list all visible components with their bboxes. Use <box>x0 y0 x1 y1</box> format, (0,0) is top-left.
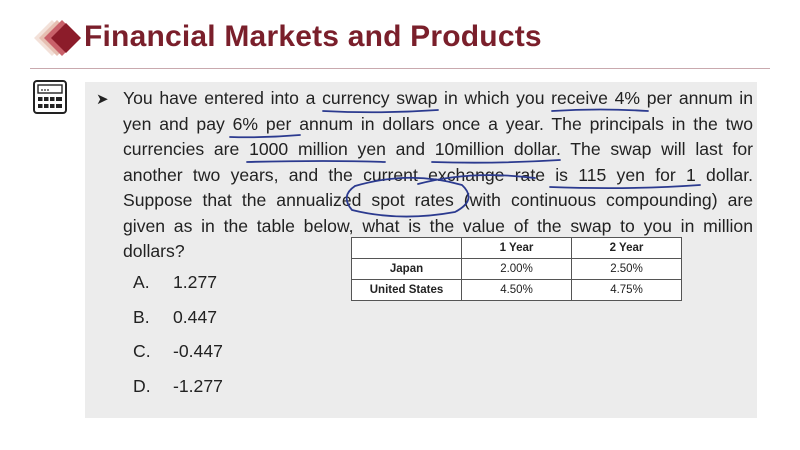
option-letter: C. <box>133 341 151 361</box>
table-corner-cell <box>351 237 462 259</box>
arrow-bullet-icon: ➤ <box>96 91 109 108</box>
table-cell: 2.00% <box>461 258 572 280</box>
option-letter: B. <box>133 306 150 327</box>
table-row: Japan 2.00% 2.50% <box>351 258 682 280</box>
column-header: 1 Year <box>461 237 572 259</box>
row-label: Japan <box>351 258 462 280</box>
page-title: Financial Markets and Products <box>84 20 542 53</box>
row-label: United States <box>351 279 462 301</box>
table-cell: 2.50% <box>571 258 682 280</box>
table-cell: 4.75% <box>571 279 682 301</box>
spot-rate-table: 1 Year 2 Year Japan 2.00% 2.50% United S… <box>351 237 682 301</box>
stacked-diamonds-logo <box>34 20 81 56</box>
option-value: 0.447 <box>173 306 218 327</box>
question-text: You have entered into a currency swap in… <box>123 88 753 261</box>
column-header: 2 Year <box>571 237 682 259</box>
title-divider <box>30 68 770 69</box>
option-value: -1.277 <box>173 375 223 396</box>
option-value: -0.447 <box>173 341 223 361</box>
table-cell: 4.50% <box>461 279 572 301</box>
calculator-icon <box>33 80 67 114</box>
table-row: United States 4.50% 4.75% <box>351 279 682 301</box>
option-letter: D. <box>133 375 151 396</box>
table-header-row: 1 Year 2 Year <box>351 237 682 259</box>
option-letter: A. <box>133 272 150 292</box>
option-value: 1.277 <box>173 272 218 292</box>
